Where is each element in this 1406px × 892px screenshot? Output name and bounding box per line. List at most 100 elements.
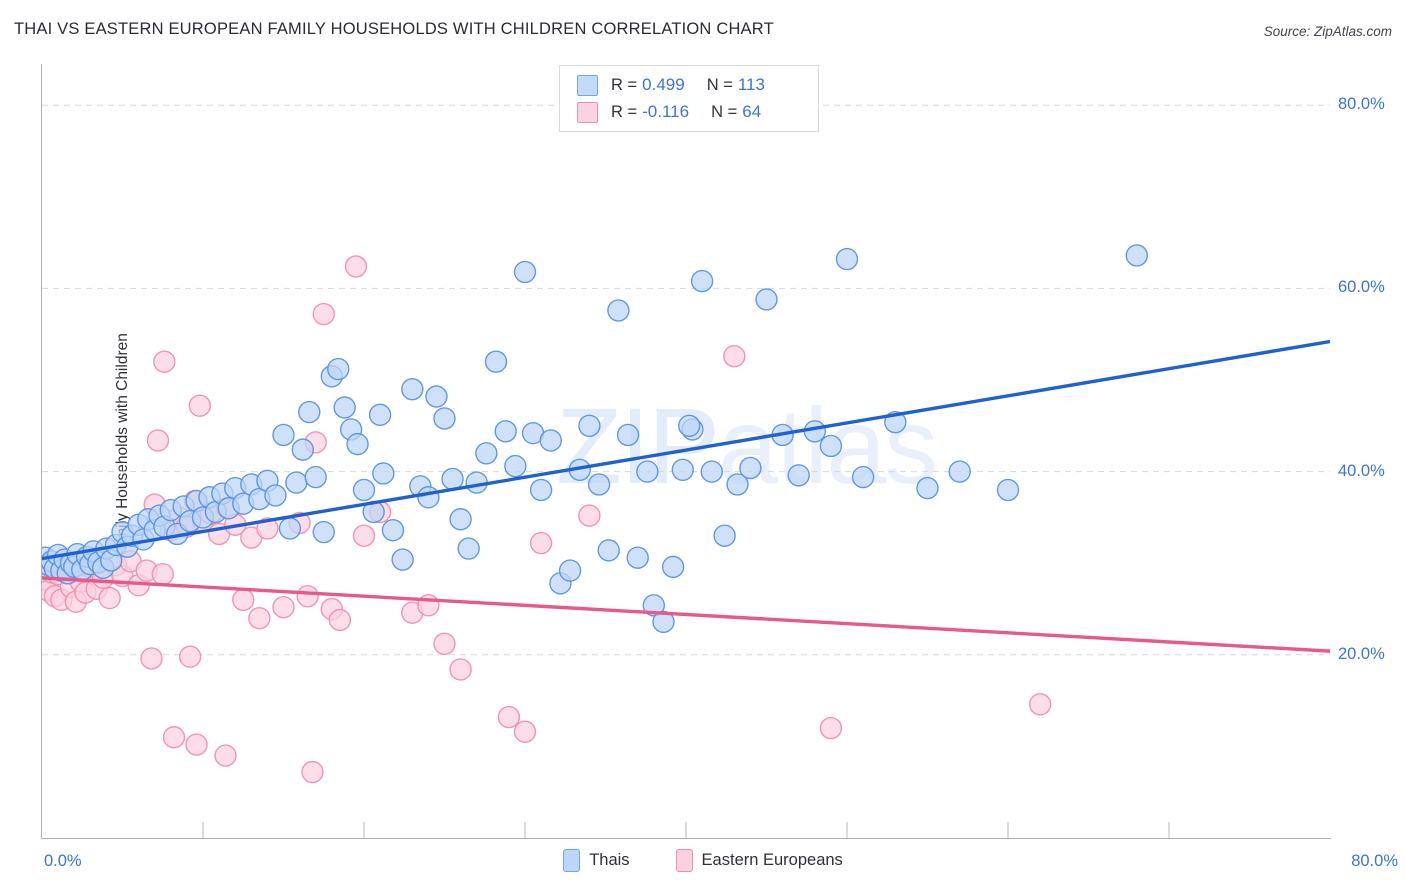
data-point: [346, 432, 369, 456]
r-value-eastern-europeans: -0.116: [642, 102, 690, 121]
plot-area: [42, 64, 1330, 838]
data-point: [661, 555, 685, 579]
data-point: [529, 531, 553, 555]
trend-line-thais: [42, 339, 1330, 561]
data-point: [597, 539, 620, 562]
data-point: [578, 504, 601, 527]
x-tick-label-min: 0.0%: [44, 852, 82, 870]
data-point: [151, 563, 174, 586]
data-point: [291, 438, 315, 461]
legend-swatch-eastern-europeans: [577, 101, 598, 123]
data-point: [304, 465, 327, 489]
data-point: [449, 508, 472, 531]
data-point: [726, 473, 749, 496]
legend-color-thais: [563, 849, 581, 872]
data-point: [298, 400, 321, 424]
data-point: [819, 434, 843, 458]
y-tick-label: 80.0%: [1338, 95, 1385, 114]
data-point: [417, 486, 440, 509]
data-point: [700, 460, 723, 483]
r-label-eastern-europeans: R =: [611, 102, 638, 121]
n-value-eastern-europeans: 64: [742, 102, 762, 121]
data-point: [819, 716, 843, 740]
data-point: [529, 478, 553, 502]
data-point: [642, 594, 665, 617]
r-value-thais: 0.499: [642, 75, 685, 94]
trend-line-eastern-europeans: [42, 576, 1330, 653]
data-point: [851, 465, 875, 489]
data-point: [1029, 693, 1052, 716]
legend-item-eastern-europeans[interactable]: Eastern Europeans: [675, 849, 843, 872]
data-point: [285, 471, 308, 494]
data-point: [539, 429, 562, 452]
n-value-thais: 113: [737, 75, 765, 94]
data-point: [690, 269, 714, 293]
y-tick-label: 20.0%: [1338, 644, 1385, 663]
data-point: [441, 467, 464, 491]
data-point: [352, 478, 376, 502]
data-point: [153, 350, 176, 373]
data-point: [504, 454, 527, 478]
data-point: [328, 608, 352, 632]
data-point: [188, 394, 211, 417]
data-point: [948, 460, 971, 483]
data-point: [272, 423, 295, 447]
n-label-thais: N =: [706, 75, 733, 94]
legend-label-eastern-europeans: Eastern Europeans: [701, 851, 843, 869]
data-point: [425, 385, 448, 408]
data-point: [312, 520, 335, 544]
data-point: [312, 302, 335, 326]
data-point: [607, 299, 630, 322]
data-point: [248, 606, 271, 630]
data-point: [352, 524, 376, 547]
legend-color-eastern-europeans: [675, 849, 693, 872]
data-point: [278, 517, 302, 540]
data-point: [494, 420, 517, 443]
data-point: [301, 760, 324, 784]
data-point: [296, 584, 319, 608]
data-point: [578, 414, 601, 438]
data-point: [214, 744, 237, 767]
y-tick-label: 60.0%: [1338, 278, 1385, 297]
data-point: [835, 247, 859, 271]
legend-row-eastern-europeans: R = -0.116 N = 64: [577, 99, 761, 125]
y-axis-line: [41, 64, 42, 839]
y-tick-label: 40.0%: [1338, 461, 1385, 480]
data-point: [457, 537, 480, 560]
data-point: [178, 645, 202, 668]
data-point: [484, 350, 508, 373]
data-point: [652, 610, 675, 634]
data-point: [232, 588, 255, 612]
scatter-svg: [42, 104, 1330, 838]
data-point: [185, 733, 208, 756]
n-label-eastern-europeans: N =: [711, 102, 738, 121]
data-point: [513, 260, 537, 284]
data-point: [671, 458, 694, 481]
data-point: [626, 546, 649, 569]
legend-item-thais[interactable]: Thais: [563, 849, 630, 872]
page-title: THAI VS EASTERN EUROPEAN FAMILY HOUSEHOL…: [14, 20, 774, 38]
data-point: [264, 484, 287, 507]
legend-swatch-thais: [577, 74, 598, 96]
data-point: [327, 357, 350, 381]
series-points-thais: [42, 244, 1149, 634]
data-point: [368, 403, 392, 427]
data-point: [723, 345, 746, 368]
correlation-stats-legend: R = 0.499 N = 113 R = -0.116 N = 64: [559, 65, 819, 132]
data-point: [787, 464, 810, 487]
data-point: [475, 442, 498, 465]
data-point: [272, 595, 295, 619]
data-point: [513, 720, 537, 743]
data-point: [140, 647, 163, 670]
data-point: [381, 519, 405, 542]
data-point: [755, 288, 778, 311]
data-point: [713, 524, 736, 547]
series-legend: Thais Eastern Europeans: [0, 849, 1406, 872]
data-point: [587, 473, 611, 496]
legend-row-thais: R = 0.499 N = 113: [577, 72, 765, 98]
legend-label-thais: Thais: [589, 851, 630, 869]
data-point: [344, 255, 368, 278]
r-label-thais: R =: [611, 75, 638, 94]
data-point: [433, 632, 456, 656]
